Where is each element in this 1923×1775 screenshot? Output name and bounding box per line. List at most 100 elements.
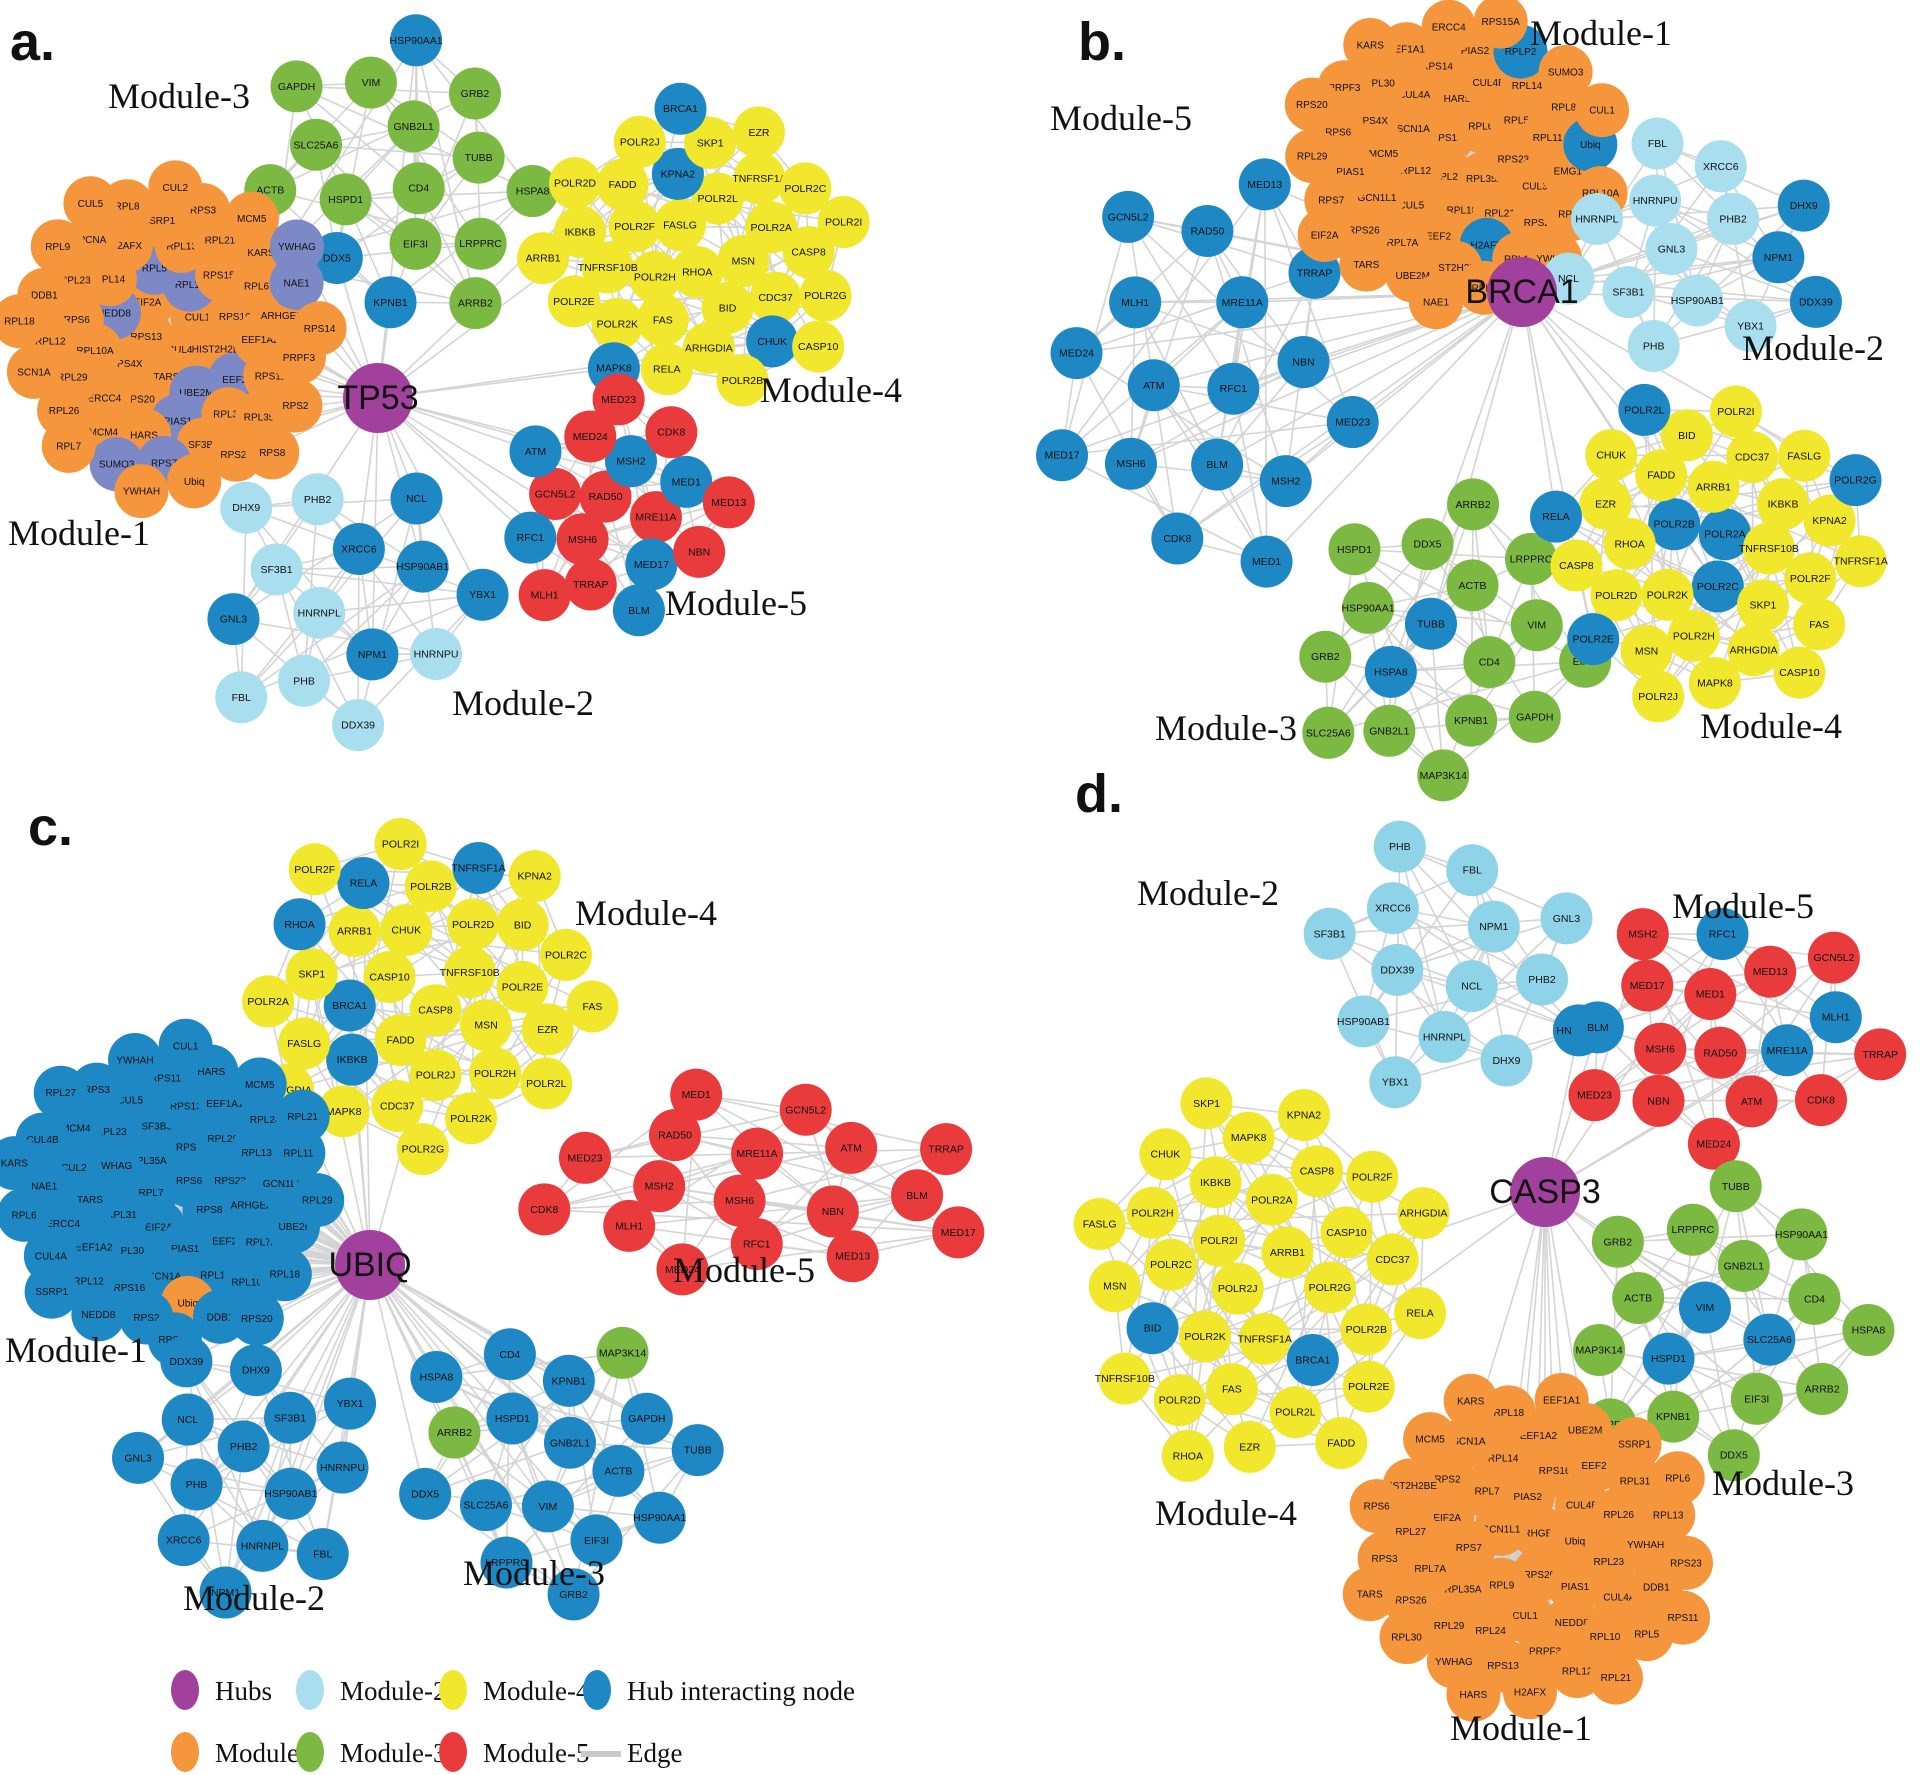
node-circle[interactable] [273, 898, 326, 951]
node-hnrnpl[interactable]: HNRNPL [236, 1519, 289, 1572]
node-circle[interactable] [1641, 568, 1694, 621]
node-circle[interactable] [167, 454, 222, 509]
node-arhgdia[interactable]: ARHGDIA [682, 321, 735, 374]
node-rad50[interactable]: RAD50 [649, 1109, 702, 1162]
node-brca1[interactable]: BRCA1 [1286, 1333, 1339, 1386]
node-circle[interactable] [542, 1354, 595, 1407]
node-circle[interactable] [1581, 1609, 1636, 1664]
node-circle[interactable] [1666, 1203, 1719, 1256]
node-map3k14[interactable]: MAP3K14 [1573, 1324, 1626, 1377]
node-circle[interactable] [1726, 431, 1779, 484]
node-gapdh[interactable]: GAPDH [270, 60, 323, 113]
hub-circle[interactable] [335, 1230, 405, 1300]
node-circle[interactable] [792, 320, 845, 373]
node-circle[interactable] [1707, 1429, 1760, 1482]
node-casp10[interactable]: CASP10 [363, 951, 416, 1004]
node-circle[interactable] [1441, 1413, 1496, 1468]
node-circle[interactable] [1585, 429, 1638, 482]
node-circle[interactable] [671, 1424, 724, 1477]
node-circle[interactable] [1777, 179, 1830, 232]
node-eif3i[interactable]: EIF3I [570, 1514, 623, 1567]
node-hsp90ab1[interactable]: HSP90AB1 [264, 1467, 318, 1520]
node-circle[interactable] [410, 1350, 463, 1403]
node-blm[interactable]: BLM [1571, 1001, 1624, 1054]
node-circle[interactable] [374, 1014, 427, 1067]
node-ikbkb[interactable]: IKBKB [554, 205, 607, 258]
node-fadd[interactable]: FADD [1315, 1416, 1368, 1469]
node-circle[interactable] [1238, 158, 1291, 211]
node-ddx39[interactable]: DDX39 [1371, 943, 1424, 996]
node-nedd8[interactable]: NEDD8 [71, 1287, 126, 1342]
node-casp8[interactable]: CASP8 [782, 226, 835, 279]
node-kpnb1[interactable]: KPNB1 [364, 276, 417, 329]
node-circle[interactable] [459, 1479, 512, 1532]
node-polr2g[interactable]: POLR2G [799, 269, 852, 322]
node-circle[interactable] [112, 1431, 165, 1484]
node-rps15a[interactable]: RPS15A [1473, 0, 1528, 49]
node-circle[interactable] [0, 1187, 52, 1242]
node-tnfrsf1a[interactable]: TNFRSF1A [451, 841, 506, 894]
node-ybx1[interactable]: YBX1 [324, 1377, 377, 1430]
node-circle[interactable] [1207, 362, 1260, 415]
node-circle[interactable] [390, 472, 443, 525]
node-dhx9[interactable]: DHX9 [220, 481, 273, 534]
node-circle[interactable] [1588, 1650, 1643, 1705]
node-rhoa[interactable]: RHOA [1603, 517, 1656, 570]
node-circle[interactable] [409, 984, 462, 1037]
node-grb2[interactable]: GRB2 [448, 67, 501, 120]
node-circle[interactable] [779, 1083, 832, 1136]
node-scn1a[interactable]: SCN1A [1441, 1413, 1496, 1468]
node-circle[interactable] [1342, 1567, 1397, 1622]
node-circle[interactable] [1632, 670, 1685, 723]
node-circle[interactable] [1632, 1074, 1685, 1127]
node-circle[interactable] [469, 1047, 522, 1100]
node-rpl29[interactable]: RPL29 [1285, 129, 1340, 184]
node-msh6[interactable]: MSH6 [1634, 1022, 1687, 1075]
node-mlh1[interactable]: MLH1 [518, 569, 571, 622]
node-polr2d[interactable]: POLR2D [447, 898, 500, 951]
node-mre11a[interactable]: MRE11A [1761, 1024, 1814, 1077]
node-blm[interactable]: BLM [1191, 438, 1244, 491]
node-hsp90ab1[interactable]: HSP90AB1 [1337, 995, 1390, 1048]
node-circle[interactable] [396, 1123, 449, 1176]
node-circle[interactable] [1579, 477, 1632, 530]
node-circle[interactable] [1793, 598, 1846, 651]
node-polr2d[interactable]: POLR2D [1590, 569, 1643, 622]
node-rpl27[interactable]: RPL27 [33, 1065, 88, 1120]
node-circle[interactable] [1050, 327, 1103, 380]
node-cdc37[interactable]: CDC37 [1366, 1233, 1419, 1286]
node-fas[interactable]: FAS [566, 980, 619, 1033]
node-msh6[interactable]: MSH6 [1104, 437, 1157, 490]
node-arrb1[interactable]: ARRB1 [328, 905, 381, 958]
node-vim[interactable]: VIM [1678, 1281, 1731, 1334]
node-ubiq[interactable]: Ubiq [167, 454, 222, 509]
node-hspd1[interactable]: HSPD1 [319, 173, 372, 226]
node-circle[interactable] [1590, 569, 1643, 622]
node-circle[interactable] [1161, 1429, 1214, 1482]
node-med17[interactable]: MED17 [1036, 429, 1089, 482]
hub-circle[interactable] [343, 363, 413, 433]
hub-node-ubiq[interactable] [335, 1230, 405, 1300]
node-dhx9[interactable]: DHX9 [229, 1344, 282, 1397]
node-circle[interactable] [651, 147, 704, 200]
node-circle[interactable] [1418, 1010, 1471, 1063]
node-casp10[interactable]: CASP10 [1320, 1206, 1373, 1259]
node-circle[interactable] [30, 219, 85, 274]
node-circle[interactable] [1618, 383, 1671, 436]
node-cd4[interactable]: CD4 [392, 162, 445, 215]
node-rhoa[interactable]: RHOA [1161, 1429, 1214, 1482]
node-dhx9[interactable]: DHX9 [1480, 1034, 1533, 1087]
node-circle[interactable] [1761, 1024, 1814, 1077]
node-trrap[interactable]: TRRAP [564, 558, 617, 611]
node-hnrnpu[interactable]: HNRNPU [1629, 174, 1682, 227]
node-circle[interactable] [509, 425, 562, 478]
node-circle[interactable] [452, 841, 505, 894]
node-circle[interactable] [1277, 336, 1330, 389]
node-rpl6[interactable]: RPL6 [0, 1187, 52, 1242]
node-mapk8[interactable]: MAPK8 [317, 1085, 370, 1138]
node-gnl3[interactable]: GNL3 [112, 1431, 165, 1484]
node-circle[interactable] [409, 1049, 462, 1102]
node-circle[interactable] [1736, 579, 1789, 632]
node-circle[interactable] [620, 1392, 673, 1445]
node-circle[interactable] [460, 999, 513, 1052]
